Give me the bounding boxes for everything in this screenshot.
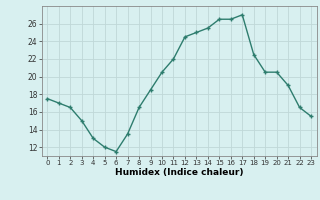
X-axis label: Humidex (Indice chaleur): Humidex (Indice chaleur): [115, 168, 244, 177]
